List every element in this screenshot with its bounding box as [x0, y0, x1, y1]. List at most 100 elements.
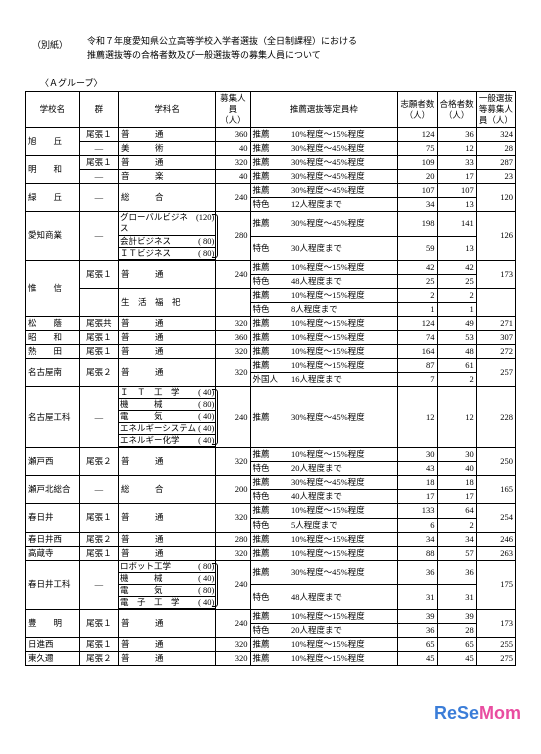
cell-gun: ―: [79, 387, 118, 448]
cell-waku: 推薦 10%程度～15%程度: [250, 330, 398, 344]
cell-goukaku: 25: [437, 274, 476, 288]
cell-goukaku: 42: [437, 260, 476, 274]
cell-shigan: 74: [398, 330, 437, 344]
cell-waku: 推薦 10%程度～15%程度: [250, 260, 398, 274]
cell-school: 松 蔭: [26, 316, 80, 330]
cell-bosyu: 320: [216, 504, 250, 532]
group-label: 〈Ａグループ〉: [40, 76, 516, 89]
cell-dept: 美 術: [118, 142, 215, 156]
cell-waku: 推薦 30%程度～45%程度: [250, 156, 398, 170]
cell-shigan: 2: [398, 288, 437, 302]
cell-waku: 特色 8人程度まで: [250, 302, 398, 316]
cell-school: 日進西: [26, 637, 80, 651]
cell-dept: 総 合: [118, 476, 215, 504]
cell-bosyu: 40: [216, 142, 250, 156]
cell-shigan: 198: [398, 212, 437, 236]
cell-school: 春日井西: [26, 532, 80, 546]
cell-gun: ―: [79, 560, 118, 609]
cell-school: 旭 丘: [26, 128, 80, 156]
cell-dept: 普 通: [118, 532, 215, 546]
cell-goukaku: 48: [437, 344, 476, 358]
cell-waku: 特色 48人程度まで: [250, 274, 398, 288]
cell-waku: 外国人 16人程度まで: [250, 372, 398, 386]
th-bosyu: 募集人員（人）: [216, 92, 250, 128]
cell-bosyu: 360: [216, 330, 250, 344]
th-shigan: 志願者数（人）: [398, 92, 437, 128]
cell-dept-group: Ｉ Ｔ 工 学( 40)機 械( 80)電 気( 40)エネルギーシステム( 4…: [118, 387, 215, 448]
cell-goukaku: 31: [437, 585, 476, 610]
cell-ippan: 254: [476, 504, 515, 532]
cell-ippan: 246: [476, 532, 515, 546]
cell-shigan: 7: [398, 372, 437, 386]
cell-shigan: 65: [398, 637, 437, 651]
th-dept: 学科名: [118, 92, 215, 128]
cell-goukaku: 13: [437, 236, 476, 260]
cell-bosyu: 240: [216, 560, 250, 609]
cell-ippan: 257: [476, 358, 515, 386]
cell-goukaku: 36: [437, 560, 476, 585]
cell-gun: 尾張２: [79, 358, 118, 386]
cell-bosyu: 320: [216, 448, 250, 476]
cell-waku: 推薦 30%程度～45%程度: [250, 387, 398, 448]
cell-goukaku: 39: [437, 609, 476, 623]
cell-goukaku: 12: [437, 387, 476, 448]
title: 令和７年度愛知県公立高等学校入学者選抜（全日制課程）における 推薦選抜等の合格者…: [87, 35, 516, 62]
cell-ippan: 275: [476, 651, 515, 665]
cell-school: 緑 丘: [26, 184, 80, 212]
cell-gun: 尾張１: [79, 637, 118, 651]
table-row: 日進西尾張１普 通320推薦 10%程度～15%程度6565255: [26, 637, 516, 651]
cell-goukaku: 13: [437, 198, 476, 212]
cell-shigan: 34: [398, 532, 437, 546]
cell-waku: 推薦 10%程度～15%程度: [250, 344, 398, 358]
table-row: ―美 術40推薦 30%程度～45%程度751228: [26, 142, 516, 156]
cell-dept: 普 通: [118, 358, 215, 386]
cell-school: 瀬戸西: [26, 448, 80, 476]
table-row: 旭 丘尾張１普 通360推薦 10%程度～15%程度12436324: [26, 128, 516, 142]
cell-waku: 推薦 30%程度～45%程度: [250, 212, 398, 236]
cell-shigan: 31: [398, 585, 437, 610]
cell-gun: ―: [79, 170, 118, 184]
th-gun: 群: [79, 92, 118, 128]
cell-school: 昭 和: [26, 330, 80, 344]
cell-gun: 尾張２: [79, 448, 118, 476]
cell-bosyu: 240: [216, 184, 250, 212]
cell-waku: 推薦 10%程度～15%程度: [250, 358, 398, 372]
cell-bosyu: 320: [216, 156, 250, 170]
cell-shigan: 88: [398, 546, 437, 560]
cell-shigan: 6: [398, 518, 437, 532]
cell-goukaku: 12: [437, 142, 476, 156]
cell-goukaku: 34: [437, 532, 476, 546]
cell-gun: 尾張１: [79, 504, 118, 532]
cell-shigan: 25: [398, 274, 437, 288]
cell-ippan: 28: [476, 142, 515, 156]
cell-waku: 推薦 10%程度～15%程度: [250, 448, 398, 462]
cell-waku: 特色 40人程度まで: [250, 490, 398, 504]
cell-gun: 尾張１: [79, 156, 118, 170]
main-table: 学校名 群 学科名 募集人員（人） 推薦選抜等定員枠 志願者数（人） 合格者数（…: [25, 91, 516, 666]
cell-dept: 普 通: [118, 260, 215, 288]
cell-dept: 普 通: [118, 504, 215, 532]
cell-bosyu: 200: [216, 476, 250, 504]
cell-shigan: 36: [398, 623, 437, 637]
table-row: 松 蔭尾張共普 通320推薦 10%程度～15%程度12449271: [26, 316, 516, 330]
cell-ippan: [476, 288, 515, 316]
table-row: 春日井工科―ロボット工学( 80)機 械( 40)電 気( 80)電 子 工 学…: [26, 560, 516, 585]
table-row: 東久邇尾張２普 通320推薦 10%程度～15%程度4545275: [26, 651, 516, 665]
cell-goukaku: 141: [437, 212, 476, 236]
table-row: 名古屋工科―Ｉ Ｔ 工 学( 40)機 械( 80)電 気( 40)エネルギーシ…: [26, 387, 516, 448]
cell-shigan: 45: [398, 651, 437, 665]
cell-goukaku: 45: [437, 651, 476, 665]
cell-shigan: 164: [398, 344, 437, 358]
cell-bosyu: 320: [216, 637, 250, 651]
cell-gun: ―: [79, 142, 118, 156]
table-row: 春日井西尾張２普 通280推薦 10%程度～15%程度3434246: [26, 532, 516, 546]
cell-goukaku: 40: [437, 462, 476, 476]
cell-bosyu: 240: [216, 609, 250, 637]
cell-gun: 尾張共: [79, 316, 118, 330]
cell-waku: 推薦 30%程度～45%程度: [250, 142, 398, 156]
cell-goukaku: 61: [437, 358, 476, 372]
cell-dept: 総 合: [118, 184, 215, 212]
cell-school: 愛知商業: [26, 212, 80, 260]
cell-shigan: 30: [398, 448, 437, 462]
cell-waku: 推薦 10%程度～15%程度: [250, 651, 398, 665]
